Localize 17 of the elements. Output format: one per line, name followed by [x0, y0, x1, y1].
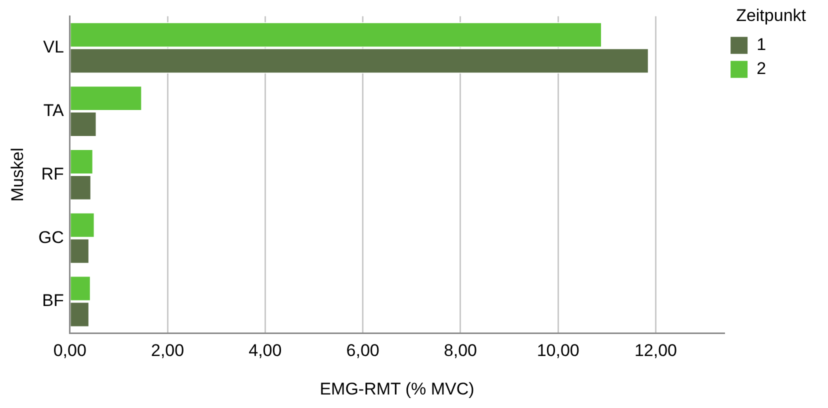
- x-tick-label: 8,00: [444, 341, 477, 360]
- legend-label: 2: [756, 59, 766, 78]
- x-tick-label: 12,00: [634, 341, 677, 360]
- y-tick-label: RF: [41, 164, 64, 184]
- x-tick-label: 6,00: [346, 341, 380, 360]
- legend-title: Zeitpunkt: [736, 6, 806, 26]
- y-axis-title: Muskel: [8, 148, 27, 202]
- y-tick-label: VL: [43, 38, 64, 57]
- x-tick-label: 10,00: [536, 341, 580, 360]
- x-tick-label: 0,00: [53, 341, 86, 360]
- x-axis-title: EMG-RMT (% MVC): [320, 379, 474, 398]
- y-tick-label: GC: [38, 228, 64, 247]
- legend-label: 1: [756, 35, 766, 54]
- x-tick-label: 2,00: [150, 341, 184, 360]
- y-tick-label: BF: [42, 291, 64, 310]
- x-tick-label: 4,00: [248, 341, 282, 360]
- y-tick-label: TA: [43, 100, 65, 120]
